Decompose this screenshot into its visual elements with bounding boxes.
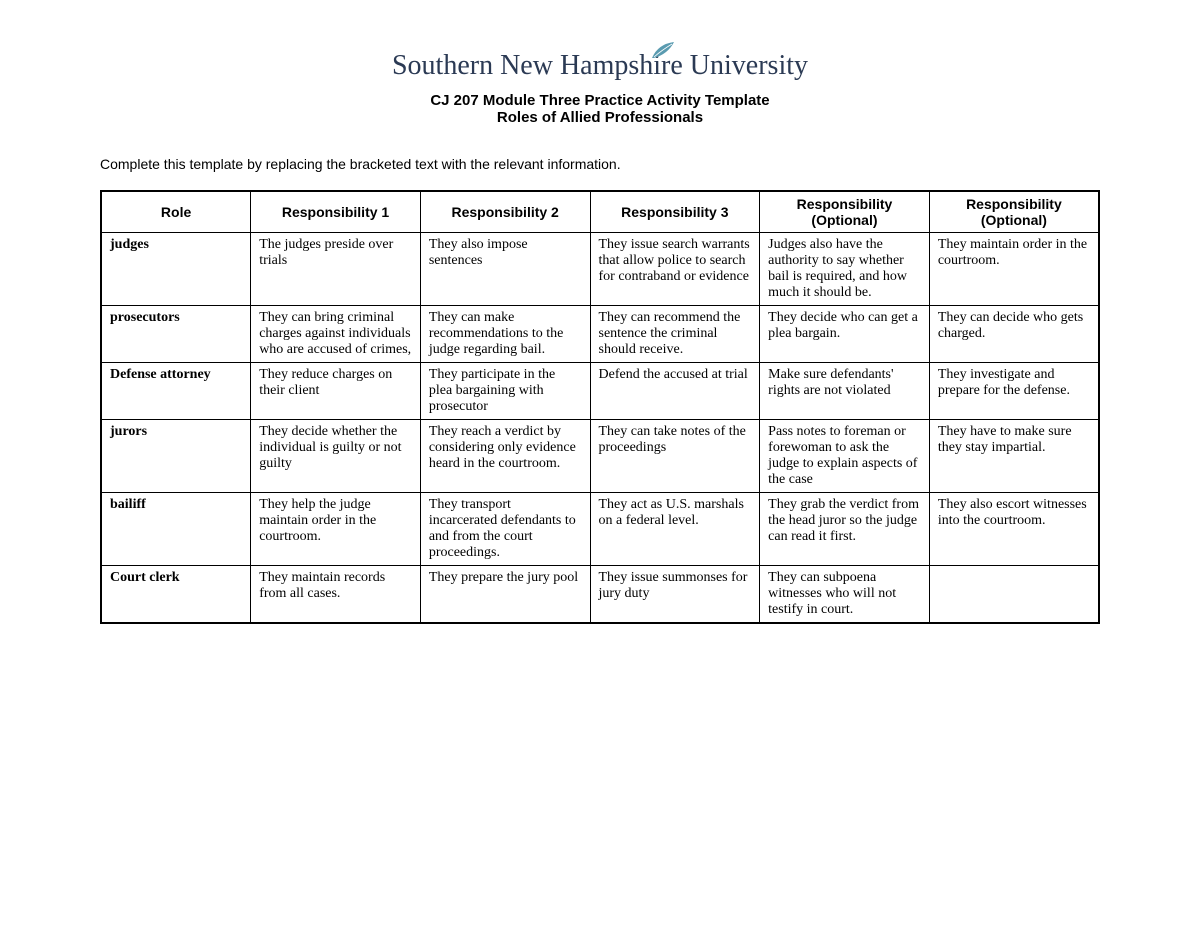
- responsibility-cell: They help the judge maintain order in th…: [251, 493, 421, 566]
- responsibility-cell: They also impose sentences: [420, 233, 590, 306]
- responsibility-cell: They participate in the plea bargaining …: [420, 363, 590, 420]
- responsibility-cell: They prepare the jury pool: [420, 566, 590, 624]
- table-row: bailiffThey help the judge maintain orde…: [101, 493, 1099, 566]
- document-header: Southern New Hampshire University CJ 207…: [100, 50, 1100, 126]
- responsibility-cell: [929, 566, 1099, 624]
- responsibility-cell: They reach a verdict by considering only…: [420, 420, 590, 493]
- table-row: jurorsThey decide whether the individual…: [101, 420, 1099, 493]
- responsibility-cell: The judges preside over trials: [251, 233, 421, 306]
- responsibility-cell: They can take notes of the proceedings: [590, 420, 760, 493]
- table-header-resp1: Responsibility 1: [251, 191, 421, 233]
- role-cell: bailiff: [101, 493, 251, 566]
- roles-table: Role Responsibility 1 Responsibility 2 R…: [100, 190, 1100, 624]
- document-title-line1: CJ 207 Module Three Practice Activity Te…: [100, 92, 1100, 109]
- instructions-text: Complete this template by replacing the …: [100, 156, 1100, 172]
- table-header-resp-opt1: Responsibility (Optional): [760, 191, 930, 233]
- responsibility-cell: They act as U.S. marshals on a federal l…: [590, 493, 760, 566]
- table-header-row: Role Responsibility 1 Responsibility 2 R…: [101, 191, 1099, 233]
- responsibility-cell: Make sure defendants' rights are not vio…: [760, 363, 930, 420]
- responsibility-cell: They decide who can get a plea bargain.: [760, 306, 930, 363]
- role-cell: Defense attorney: [101, 363, 251, 420]
- responsibility-cell: They issue summonses for jury duty: [590, 566, 760, 624]
- responsibility-cell: They can make recommendations to the jud…: [420, 306, 590, 363]
- role-cell: Court clerk: [101, 566, 251, 624]
- table-header-resp2: Responsibility 2: [420, 191, 590, 233]
- responsibility-cell: Judges also have the authority to say wh…: [760, 233, 930, 306]
- leaf-icon: [650, 40, 676, 65]
- table-row: Defense attorneyThey reduce charges on t…: [101, 363, 1099, 420]
- responsibility-cell: Pass notes to foreman or forewoman to as…: [760, 420, 930, 493]
- responsibility-cell: They can bring criminal charges against …: [251, 306, 421, 363]
- responsibility-cell: They investigate and prepare for the def…: [929, 363, 1099, 420]
- responsibility-cell: They can decide who gets charged.: [929, 306, 1099, 363]
- responsibility-cell: They decide whether the individual is gu…: [251, 420, 421, 493]
- logo-container: Southern New Hampshire University: [100, 50, 1100, 82]
- responsibility-cell: They grab the verdict from the head juro…: [760, 493, 930, 566]
- role-cell: jurors: [101, 420, 251, 493]
- table-header-resp3: Responsibility 3: [590, 191, 760, 233]
- table-header-resp-opt2: Responsibility (Optional): [929, 191, 1099, 233]
- table-row: judgesThe judges preside over trialsThey…: [101, 233, 1099, 306]
- responsibility-cell: They have to make sure they stay imparti…: [929, 420, 1099, 493]
- responsibility-cell: They issue search warrants that allow po…: [590, 233, 760, 306]
- responsibility-cell: They transport incarcerated defendants t…: [420, 493, 590, 566]
- document-title-line2: Roles of Allied Professionals: [100, 109, 1100, 126]
- table-header-role: Role: [101, 191, 251, 233]
- responsibility-cell: They can subpoena witnesses who will not…: [760, 566, 930, 624]
- responsibility-cell: They can recommend the sentence the crim…: [590, 306, 760, 363]
- responsibility-cell: They reduce charges on their client: [251, 363, 421, 420]
- responsibility-cell: They also escort witnesses into the cour…: [929, 493, 1099, 566]
- responsibility-cell: They maintain records from all cases.: [251, 566, 421, 624]
- role-cell: prosecutors: [101, 306, 251, 363]
- table-row: prosecutorsThey can bring criminal charg…: [101, 306, 1099, 363]
- responsibility-cell: They maintain order in the courtroom.: [929, 233, 1099, 306]
- university-logo-text: Southern New Hampshire University: [392, 50, 808, 82]
- role-cell: judges: [101, 233, 251, 306]
- responsibility-cell: Defend the accused at trial: [590, 363, 760, 420]
- table-row: Court clerkThey maintain records from al…: [101, 566, 1099, 624]
